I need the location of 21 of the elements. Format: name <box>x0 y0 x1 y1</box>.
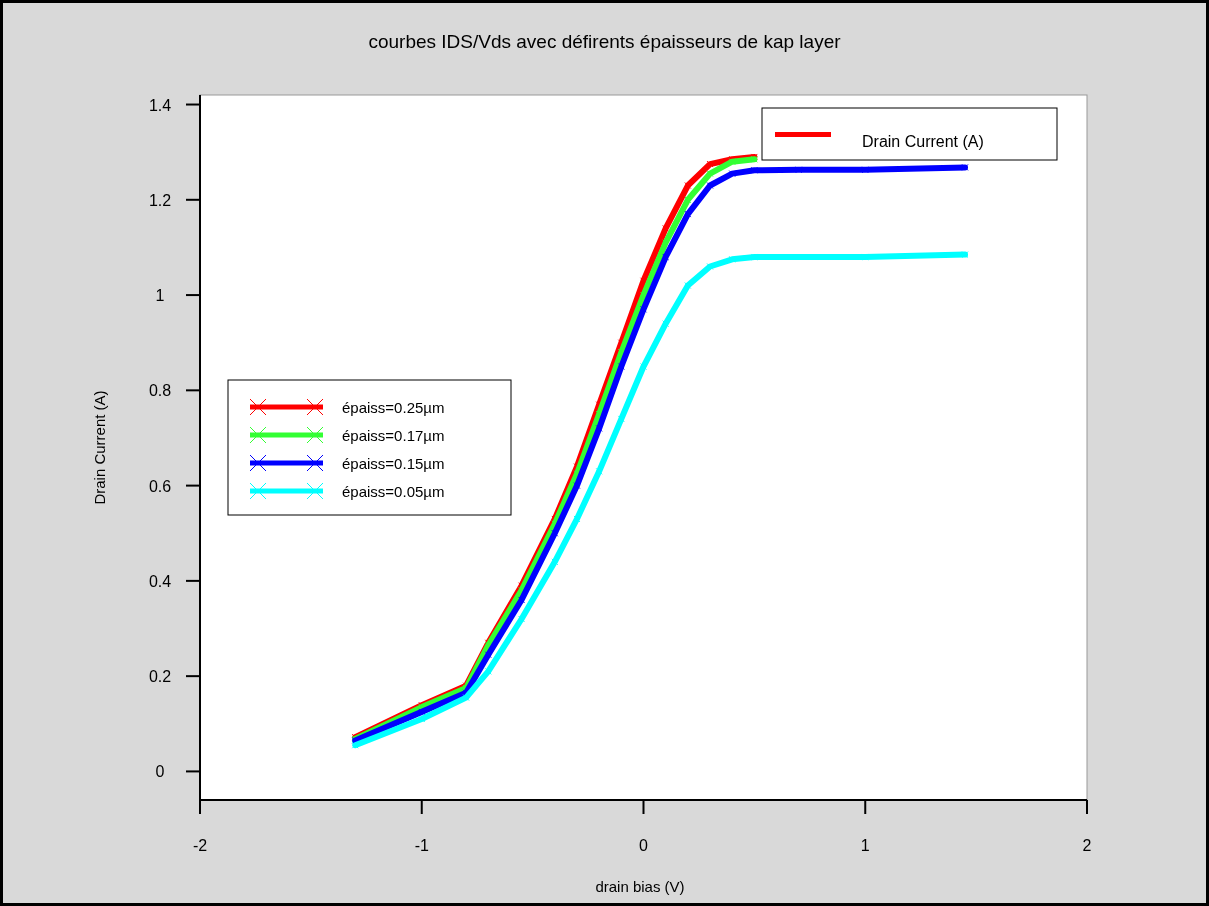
legend-label: épaiss=0.17µm <box>342 427 445 444</box>
legend-label: épaiss=0.05µm <box>342 483 445 500</box>
x-tick-label: -2 <box>192 837 208 854</box>
y-tick-label: 1.2 <box>148 191 172 209</box>
y-tick-label: 1 <box>155 287 165 305</box>
y-tick-label: 0.2 <box>148 668 172 686</box>
y-tick-label: 0.8 <box>148 382 172 400</box>
x-tick-label: 1 <box>860 837 870 854</box>
chart-title: courbes IDS/Vds avec défirents épaisseurs de kap layer <box>368 31 842 52</box>
legend-label: épaiss=0.25µm <box>342 399 445 416</box>
annotation: Drain Current (A) <box>862 133 984 150</box>
x-tick-label: 0 <box>639 837 649 854</box>
y-tick-label: 0.4 <box>148 572 172 590</box>
legend-label: épaiss=0.15µm <box>342 455 445 472</box>
y-tick-label: 1.4 <box>148 96 172 114</box>
x-tick-label: 2 <box>1082 837 1092 854</box>
x-axis-title: drain bias (V) <box>595 878 685 895</box>
y-axis-title: Drain Current (A) <box>91 390 108 505</box>
y-tick-label: 0 <box>155 763 165 781</box>
y-tick-label: 0.6 <box>148 477 172 495</box>
x-tick-label: -1 <box>414 837 429 854</box>
